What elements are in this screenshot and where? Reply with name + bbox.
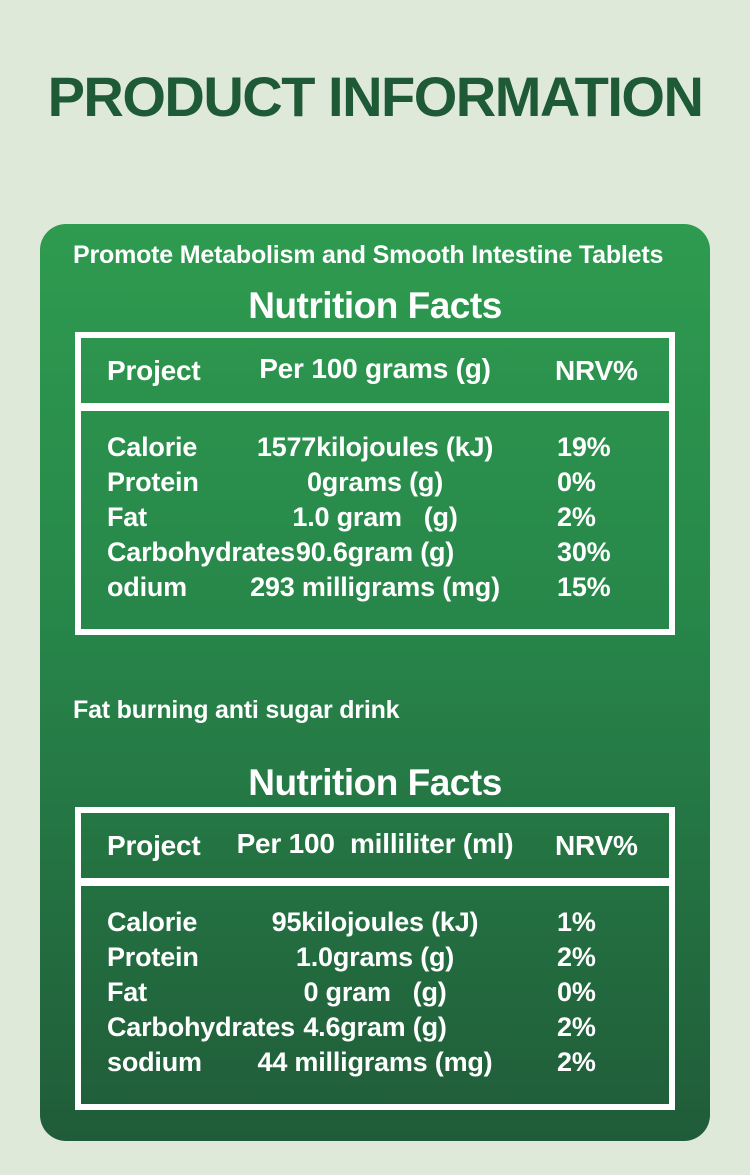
table-row: Protein 1.0grams (g) 2% [81,940,669,975]
nutrient-nrv: 0% [557,467,596,497]
nutrient-name: Fat [107,977,147,1007]
table-row: sodium 44 milligrams (mg) 2% [81,1045,669,1080]
page-title: PRODUCT INFORMATION [47,65,704,128]
nutrient-nrv: 2% [557,502,596,532]
table-row: Protein 0grams (g) 0% [81,465,669,500]
column-header-amount: Per 100 grams (g) [259,353,491,384]
nutrient-nrv: 1% [557,907,596,937]
nutrient-amount: 90.6gram (g) [295,537,455,567]
table-row: Fat 1.0 gram (g) 2% [81,500,669,535]
section2-nutrition-table: Project Per 100 milliliter (ml) NRV% Cal… [75,807,675,1110]
nutrient-nrv: 2% [557,1047,596,1077]
nutrient-amount: 95kilojoules (kJ) [271,907,479,937]
table-body: Calorie 95kilojoules (kJ) 1% Protein 1.0… [81,886,669,1104]
nutrient-amount: 1577kilojoules (kJ) [256,432,494,462]
section1-nutrition-table: Project Per 100 grams (g) NRV% Calorie 1… [75,332,675,635]
nutrient-name: Protein [107,942,199,972]
table-divider [81,403,669,411]
nutrient-name: Protein [107,467,199,497]
nutrient-name: sodium [107,1047,202,1077]
table-header-row: Project Per 100 milliliter (ml) NRV% [81,813,669,878]
column-header-project: Project [107,830,201,861]
nutrient-nrv: 0% [557,977,596,1007]
table-row: Carbohydrates 90.6gram (g) 30% [81,535,669,570]
column-header-nrv: NRV% [555,830,638,861]
nutrient-name: odium [107,572,187,602]
table-header-row: Project Per 100 grams (g) NRV% [81,338,669,403]
nutrient-amount: 4.6gram (g) [303,1012,447,1042]
nutrient-name: Carbohydrates [107,1012,295,1042]
nutrient-nrv: 30% [557,537,611,567]
nutrient-name: Carbohydrates [107,537,295,567]
section2-product-label: Fat burning anti sugar drink [73,696,400,724]
nutrient-amount: 1.0 gram (g) [292,502,458,532]
column-header-nrv: NRV% [555,355,638,386]
nutrient-nrv: 19% [557,432,611,462]
table-row: Calorie 1577kilojoules (kJ) 19% [81,430,669,465]
nutrient-amount: 1.0grams (g) [295,942,455,972]
table-divider [81,878,669,886]
table-row: Fat 0 gram (g) 0% [81,975,669,1010]
section1-product-label: Promote Metabolism and Smooth Intestine … [73,241,664,269]
nutrient-nrv: 2% [557,942,596,972]
nutrient-name: Calorie [107,907,198,937]
section2-nutrition-facts-title: Nutrition Facts [248,762,502,803]
product-info-panel: Promote Metabolism and Smooth Intestine … [40,224,710,1141]
nutrient-name: Calorie [107,432,198,462]
nutrient-amount: 44 milligrams (mg) [257,1047,493,1077]
table-row: odium 293 milligrams (mg) 15% [81,570,669,605]
nutrient-nrv: 15% [557,572,611,602]
section1-nutrition-facts-title: Nutrition Facts [248,285,502,326]
nutrient-nrv: 2% [557,1012,596,1042]
nutrient-amount: 0 gram (g) [303,977,447,1007]
column-header-project: Project [107,355,201,386]
table-row: Calorie 95kilojoules (kJ) 1% [81,905,669,940]
nutrient-amount: 0grams (g) [306,467,444,497]
table-row: Carbohydrates 4.6gram (g) 2% [81,1010,669,1045]
column-header-amount: Per 100 milliliter (ml) [236,828,514,859]
nutrient-amount: 293 milligrams (mg) [250,572,500,602]
table-body: Calorie 1577kilojoules (kJ) 19% Protein … [81,411,669,629]
nutrient-name: Fat [107,502,147,532]
